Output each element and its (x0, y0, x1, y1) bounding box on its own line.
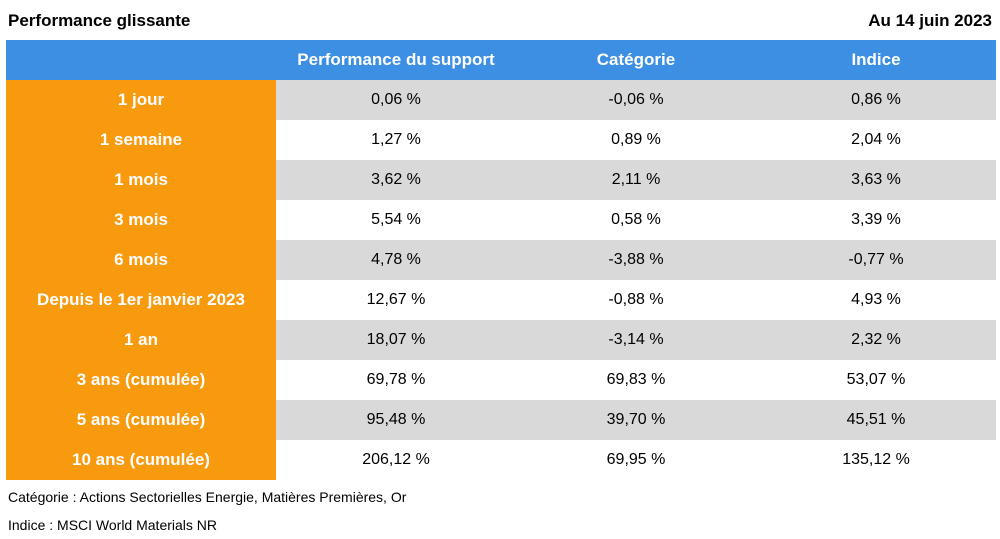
cell-support: 1,27 % (276, 120, 516, 160)
cell-categorie: -3,14 % (516, 320, 756, 360)
row-label: 6 mois (6, 240, 276, 280)
row-label: 3 ans (cumulée) (6, 360, 276, 400)
cell-indice: 2,04 % (756, 120, 996, 160)
cell-indice: 2,32 % (756, 320, 996, 360)
cell-indice: 53,07 % (756, 360, 996, 400)
cell-categorie: -3,88 % (516, 240, 756, 280)
table-row: Depuis le 1er janvier 2023 12,67 % -0,88… (6, 280, 996, 320)
cell-support: 0,06 % (276, 80, 516, 120)
cell-categorie: 0,58 % (516, 200, 756, 240)
table-row: 1 semaine 1,27 % 0,89 % 2,04 % (6, 120, 996, 160)
row-label: Depuis le 1er janvier 2023 (6, 280, 276, 320)
table-row: 3 mois 5,54 % 0,58 % 3,39 % (6, 200, 996, 240)
footnote-indice: Indice : MSCI World Materials NR (8, 517, 218, 533)
row-label: 1 an (6, 320, 276, 360)
row-label: 1 mois (6, 160, 276, 200)
table-row: 3 ans (cumulée) 69,78 % 69,83 % 53,07 % (6, 360, 996, 400)
cell-support: 206,12 % (276, 440, 516, 480)
row-label: 3 mois (6, 200, 276, 240)
cell-categorie: 0,89 % (516, 120, 756, 160)
page-title: Performance glissante (8, 11, 191, 30)
cell-categorie: 2,11 % (516, 160, 756, 200)
table-header-row: Performance du support Catégorie Indice (6, 40, 996, 80)
cell-categorie: -0,88 % (516, 280, 756, 320)
table-row: 1 an 18,07 % -3,14 % 2,32 % (6, 320, 996, 360)
table-row: 1 jour 0,06 % -0,06 % 0,86 % (6, 80, 996, 120)
cell-categorie: 39,70 % (516, 400, 756, 440)
column-header-indice: Indice (756, 40, 996, 80)
cell-categorie: 69,83 % (516, 360, 756, 400)
cell-indice: 3,63 % (756, 160, 996, 200)
table-row: 6 mois 4,78 % -3,88 % -0,77 % (6, 240, 996, 280)
cell-support: 12,67 % (276, 280, 516, 320)
column-header-categorie: Catégorie (516, 40, 756, 80)
row-label: 1 jour (6, 80, 276, 120)
row-label: 10 ans (cumulée) (6, 440, 276, 480)
cell-support: 4,78 % (276, 240, 516, 280)
page-header: Performance glissante Au 14 juin 2023 (8, 8, 992, 34)
cell-support: 18,07 % (276, 320, 516, 360)
row-label: 1 semaine (6, 120, 276, 160)
cell-categorie: -0,06 % (516, 80, 756, 120)
cell-indice: 4,93 % (756, 280, 996, 320)
cell-support: 5,54 % (276, 200, 516, 240)
cell-indice: -0,77 % (756, 240, 996, 280)
table-row: 10 ans (cumulée) 206,12 % 69,95 % 135,12… (6, 440, 996, 480)
column-header-period (6, 40, 276, 80)
cell-indice: 0,86 % (756, 80, 996, 120)
cell-support: 69,78 % (276, 360, 516, 400)
cell-categorie: 69,95 % (516, 440, 756, 480)
footnotes: Catégorie : Actions Sectorielles Energie… (8, 483, 406, 539)
cell-support: 95,48 % (276, 400, 516, 440)
cell-indice: 135,12 % (756, 440, 996, 480)
performance-table: Performance du support Catégorie Indice … (6, 40, 996, 480)
cell-indice: 3,39 % (756, 200, 996, 240)
cell-support: 3,62 % (276, 160, 516, 200)
cell-indice: 45,51 % (756, 400, 996, 440)
row-label: 5 ans (cumulée) (6, 400, 276, 440)
table-row: 5 ans (cumulée) 95,48 % 39,70 % 45,51 % (6, 400, 996, 440)
as-of-date: Au 14 juin 2023 (868, 11, 992, 30)
table-row: 1 mois 3,62 % 2,11 % 3,63 % (6, 160, 996, 200)
footnote-categorie: Catégorie : Actions Sectorielles Energie… (8, 489, 407, 505)
column-header-support: Performance du support (276, 40, 516, 80)
